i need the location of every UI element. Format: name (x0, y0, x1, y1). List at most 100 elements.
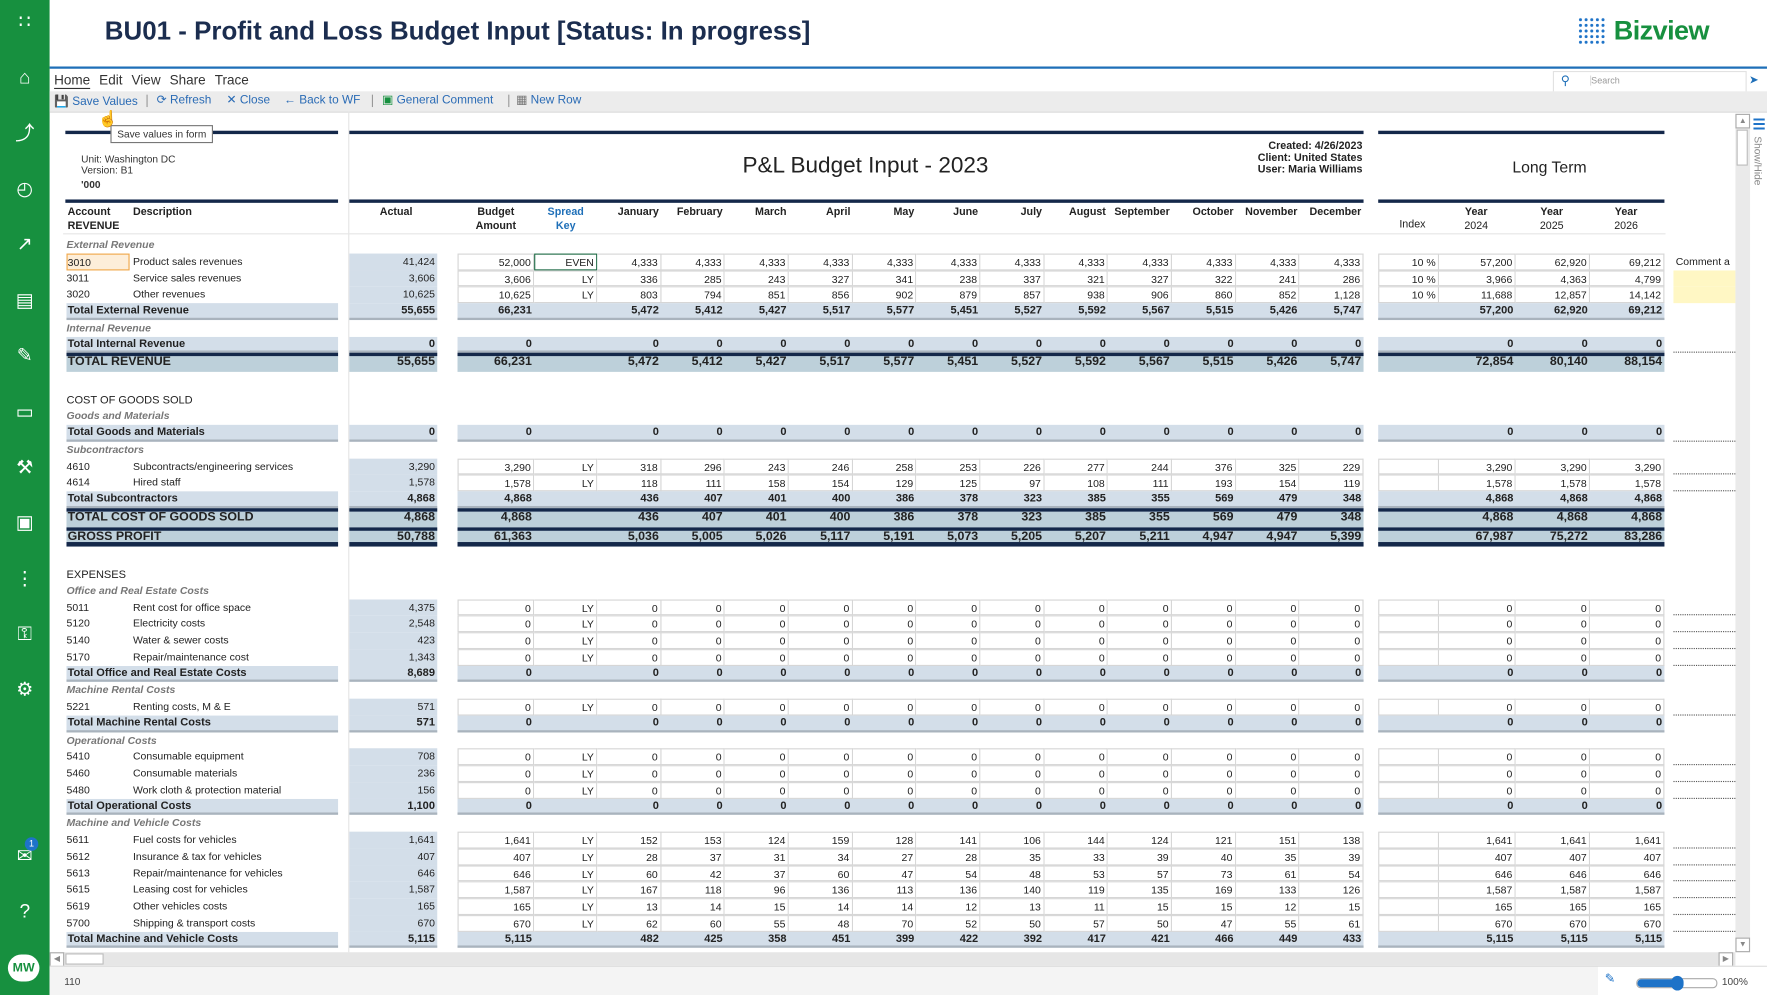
month-input[interactable]: 0 (724, 748, 789, 766)
comment-cell[interactable] (1673, 848, 1736, 865)
year-input[interactable]: 0 (1590, 781, 1665, 799)
month-input[interactable]: 48 (788, 914, 853, 932)
spread-key-select[interactable]: LY (534, 831, 598, 849)
comment-cell[interactable] (1673, 832, 1736, 849)
month-input[interactable]: 0 (1235, 765, 1300, 782)
refresh-button[interactable]: ⟳ Refresh (157, 94, 212, 108)
month-input[interactable]: 0 (1299, 781, 1364, 799)
month-input[interactable]: 97 (980, 474, 1045, 492)
month-input[interactable]: 0 (661, 615, 725, 633)
settings-gear-icon[interactable]: ⚙ (16, 678, 34, 700)
budget-input[interactable]: 407 (457, 848, 535, 865)
month-input[interactable]: 0 (1044, 698, 1109, 716)
general-comment-button[interactable]: ▣ General Comment (382, 94, 493, 108)
account-code[interactable]: 3020 (66, 288, 90, 301)
year-input[interactable]: 0 (1439, 632, 1516, 649)
spread-key-select[interactable]: LY (534, 864, 598, 882)
month-input[interactable]: 15 (1299, 898, 1364, 915)
spread-key-select[interactable]: LY (534, 598, 598, 616)
month-input[interactable]: 144 (1044, 831, 1109, 849)
month-input[interactable]: 4,333 (788, 253, 853, 270)
month-input[interactable]: 327 (1108, 269, 1172, 287)
index-input[interactable]: 10 % (1378, 286, 1440, 304)
month-input[interactable]: 277 (1044, 458, 1109, 475)
month-input[interactable]: 0 (597, 615, 662, 633)
account-code[interactable]: 5612 (66, 850, 90, 862)
month-input[interactable]: 325 (1235, 458, 1300, 475)
month-input[interactable]: 4,333 (661, 253, 725, 270)
year-input[interactable]: 0 (1590, 632, 1665, 649)
month-input[interactable]: 851 (724, 286, 789, 304)
month-input[interactable]: 856 (788, 286, 853, 304)
month-input[interactable]: 0 (724, 615, 789, 633)
index-input[interactable] (1378, 781, 1440, 799)
home-icon[interactable]: ⌂ (18, 66, 31, 88)
notifications-icon[interactable]: ✉ 1 (0, 837, 50, 868)
comment-cell[interactable] (1673, 475, 1736, 492)
month-input[interactable]: 13 (980, 898, 1045, 915)
budget-input[interactable]: 670 (457, 914, 535, 932)
month-input[interactable]: 0 (1299, 615, 1364, 633)
year-input[interactable]: 646 (1590, 864, 1665, 882)
year-input[interactable]: 0 (1590, 698, 1665, 716)
year-input[interactable]: 0 (1515, 781, 1591, 799)
month-input[interactable]: 14 (788, 898, 853, 915)
month-input[interactable]: 27 (852, 848, 917, 865)
year-input[interactable]: 646 (1439, 864, 1516, 882)
budget-input[interactable]: 52,000 (457, 253, 535, 270)
month-input[interactable]: 124 (724, 831, 789, 849)
comment-cell[interactable] (1673, 765, 1736, 782)
year-input[interactable]: 0 (1439, 615, 1516, 633)
year-input[interactable]: 3,290 (1439, 458, 1516, 475)
account-code[interactable]: 5410 (66, 750, 90, 763)
month-input[interactable]: 118 (661, 881, 725, 899)
month-input[interactable]: 327 (788, 269, 853, 287)
year-input[interactable]: 1,578 (1439, 474, 1516, 492)
month-input[interactable]: 286 (1299, 269, 1364, 287)
month-input[interactable]: 0 (1171, 615, 1236, 633)
comment-cell[interactable] (1673, 649, 1736, 666)
month-input[interactable]: 14 (661, 898, 725, 915)
year-input[interactable]: 69,212 (1590, 253, 1665, 270)
month-input[interactable]: 28 (597, 848, 662, 865)
month-input[interactable]: 0 (1235, 648, 1300, 666)
month-input[interactable]: 0 (852, 781, 917, 799)
account-code[interactable]: 3010 (66, 253, 130, 270)
month-input[interactable]: 0 (916, 632, 981, 649)
year-input[interactable]: 57,200 (1439, 253, 1516, 270)
month-input[interactable]: 28 (916, 848, 981, 865)
month-input[interactable]: 0 (1299, 632, 1364, 649)
month-input[interactable]: 0 (724, 632, 789, 649)
month-input[interactable]: 61 (1235, 864, 1300, 882)
budget-input[interactable]: 3,606 (457, 269, 535, 287)
year-input[interactable]: 0 (1439, 748, 1516, 766)
month-input[interactable]: 15 (1108, 898, 1172, 915)
budget-input[interactable]: 1,587 (457, 881, 535, 899)
month-input[interactable]: 39 (1299, 848, 1364, 865)
month-input[interactable]: 0 (1299, 765, 1364, 782)
index-input[interactable] (1378, 748, 1440, 766)
send-icon[interactable]: ➤ (1748, 74, 1759, 87)
month-input[interactable]: 11 (1044, 898, 1109, 915)
spread-key-select[interactable]: LY (534, 914, 598, 932)
year-input[interactable]: 407 (1515, 848, 1591, 865)
month-input[interactable]: 0 (916, 648, 981, 666)
month-input[interactable]: 0 (788, 632, 853, 649)
user-avatar[interactable]: MW (7, 954, 40, 982)
month-input[interactable]: 140 (980, 881, 1045, 899)
close-button[interactable]: ✕ Close (227, 94, 271, 108)
month-input[interactable]: 322 (1171, 269, 1236, 287)
month-input[interactable]: 119 (1044, 881, 1109, 899)
menu-share[interactable]: Share (169, 72, 206, 88)
month-input[interactable]: 0 (1044, 598, 1109, 616)
month-input[interactable]: 35 (980, 848, 1045, 865)
index-input[interactable] (1378, 765, 1440, 782)
month-input[interactable]: 0 (1044, 648, 1109, 666)
comment-cell[interactable] (1673, 915, 1736, 932)
spread-key-select[interactable]: LY (534, 848, 598, 865)
year-input[interactable]: 670 (1515, 914, 1591, 932)
month-input[interactable]: 0 (916, 781, 981, 799)
month-input[interactable]: 341 (852, 269, 917, 287)
scroll-left-icon[interactable]: ◀ (49, 952, 65, 967)
month-input[interactable]: 54 (916, 864, 981, 882)
